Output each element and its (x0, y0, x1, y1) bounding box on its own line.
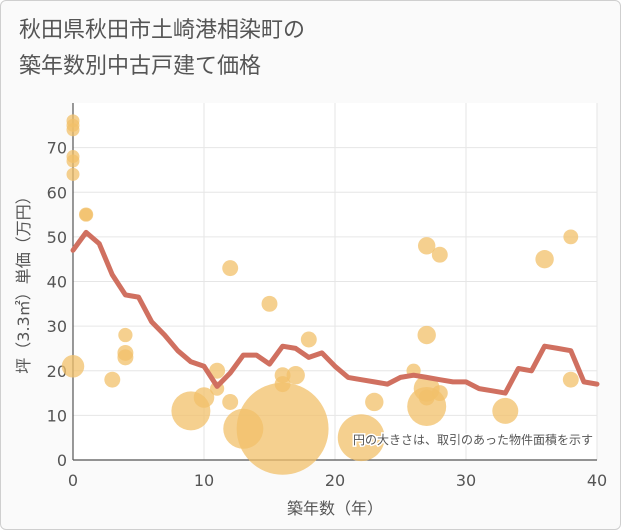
scatter-points (61, 114, 579, 475)
scatter-point (104, 371, 121, 388)
y-tick-label: 40 (47, 273, 67, 292)
y-tick-label: 30 (47, 317, 67, 336)
y-tick-label: 50 (47, 228, 67, 247)
chart-title: 秋田県秋田市土崎港相染町の 築年数別中古戸建て価格 (19, 13, 305, 85)
scatter-point (209, 362, 226, 379)
x-tick-label: 10 (194, 471, 214, 490)
y-tick-label: 70 (47, 139, 67, 158)
scatter-point (66, 123, 80, 137)
scatter-point (118, 327, 133, 343)
x-tick-label: 40 (587, 471, 607, 490)
scatter-point (79, 208, 93, 222)
scatter-point (417, 237, 436, 255)
scatter-point (261, 295, 278, 312)
size-annotation: 円の大きさは、取引のあった物件面積を示す (353, 432, 593, 447)
y-tick-label: 60 (47, 183, 67, 202)
y-tick-label: 0 (57, 451, 67, 470)
scatter-point (117, 349, 134, 366)
scatter-point (562, 371, 579, 388)
scatter-point (492, 397, 519, 424)
scatter-point (222, 260, 239, 277)
grid-lines (73, 103, 598, 460)
scatter-point (222, 394, 239, 410)
scatter-point (417, 325, 436, 345)
scatter-point (223, 408, 264, 449)
chart-title-line-1: 秋田県秋田市土崎港相染町の (19, 18, 306, 43)
scatter-point (535, 249, 554, 269)
x-tick-label: 0 (68, 471, 78, 490)
scatter-point (236, 382, 329, 475)
scatter-point (300, 331, 317, 348)
scatter-point (66, 154, 80, 168)
average-line-layer (70, 229, 600, 396)
scatter-point (274, 376, 291, 393)
scatter-point (66, 167, 80, 181)
scatter-point (286, 366, 305, 385)
y-tick-label: 10 (47, 406, 67, 425)
scatter-point (365, 392, 384, 412)
x-axis-label: 築年数（年） (287, 499, 383, 518)
scatter-point (61, 355, 85, 378)
scatter-point (431, 246, 448, 263)
x-tick-label: 20 (325, 471, 345, 490)
x-tick-labels: 0 10 20 30 40 (68, 471, 607, 490)
y-axis-label: 坪（3.3㎡）単価（万円） (14, 188, 33, 373)
average-price-line (70, 229, 600, 396)
scatter-point (193, 387, 215, 408)
scatter-point (563, 229, 579, 245)
scatter-point (418, 389, 435, 406)
scatter-point (431, 385, 448, 402)
chart-title-line-2: 築年数別中古戸建て価格 (19, 54, 262, 79)
scatter-point (337, 414, 385, 462)
x-tick-label: 30 (456, 471, 476, 490)
